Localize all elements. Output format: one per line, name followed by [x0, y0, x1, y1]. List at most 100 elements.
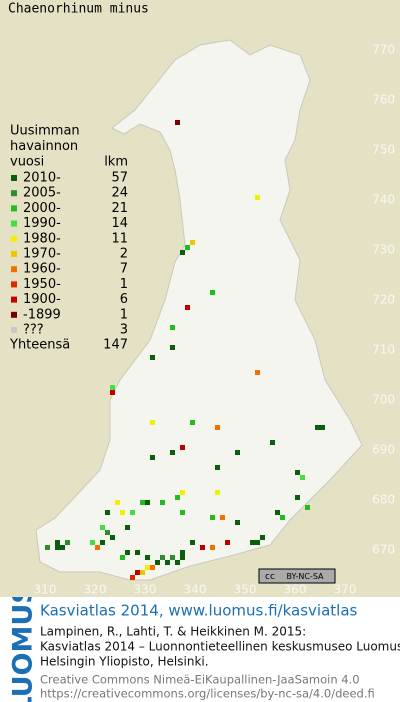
x-tick-label: 310 — [34, 583, 57, 597]
occurrence-cell — [120, 510, 125, 515]
occurrence-cell — [210, 290, 215, 295]
legend-label: 1990- — [23, 216, 61, 231]
citation-line: Lampinen, R., Lahti, T. & Heikkinen M. 2… — [40, 625, 306, 639]
occurrence-cell — [155, 560, 160, 565]
occurrence-cell — [135, 570, 140, 575]
badge-cc: cc — [265, 572, 275, 582]
license-line: Creative Commons Nimeä-EiKaupallinen-Jaa… — [40, 673, 360, 687]
legend-label: 1980- — [23, 231, 61, 246]
occurrence-cell — [300, 475, 305, 480]
occurrence-cell — [140, 570, 145, 575]
badge-terms: BY-NC-SA — [286, 572, 324, 581]
legend-label: 2010- — [23, 171, 61, 186]
occurrence-cell — [185, 245, 190, 250]
y-tick-label: 720 — [372, 293, 395, 307]
occurrence-cell — [210, 545, 215, 550]
occurrence-cell — [255, 540, 260, 545]
legend-count: 11 — [111, 231, 128, 246]
legend-label: ??? — [23, 323, 44, 338]
occurrence-cell — [180, 510, 185, 515]
occurrence-cell — [145, 555, 150, 560]
x-tick-label: 370 — [334, 583, 357, 597]
occurrence-cell — [190, 240, 195, 245]
legend-count: 21 — [111, 201, 128, 216]
occurrence-cell — [250, 540, 255, 545]
occurrence-cell — [185, 305, 190, 310]
occurrence-cell — [135, 550, 140, 555]
legend-swatch — [11, 175, 17, 181]
y-tick-label: 760 — [372, 93, 395, 107]
occurrence-cell — [95, 545, 100, 550]
occurrence-cell — [200, 545, 205, 550]
y-tick-label: 700 — [372, 393, 395, 407]
occurrence-cell — [180, 555, 185, 560]
occurrence-cell — [150, 565, 155, 570]
occurrence-cell — [100, 525, 105, 530]
y-tick-label: 750 — [372, 143, 395, 157]
occurrence-cell — [175, 120, 180, 125]
legend-count: 2 — [120, 247, 128, 262]
occurrence-cell — [255, 195, 260, 200]
x-tick-label: 340 — [184, 583, 207, 597]
occurrence-cell — [220, 515, 225, 520]
occurrence-cell — [225, 540, 230, 545]
occurrence-cell — [105, 510, 110, 515]
x-tick-label: 320 — [84, 583, 107, 597]
legend-heading: Uusimman — [10, 124, 80, 139]
occurrence-cell — [150, 455, 155, 460]
occurrence-cell — [295, 495, 300, 500]
map-title: Chaenorhinum minus — [8, 2, 149, 17]
y-tick-label: 690 — [372, 443, 395, 457]
legend-label: 2005- — [23, 186, 61, 201]
citation-line: Kasviatlas 2014 – Luonnontieteellinen ke… — [40, 640, 400, 654]
legend-label: -1899 — [23, 307, 61, 322]
x-tick-label: 360 — [284, 583, 307, 597]
y-tick-label: 770 — [372, 43, 395, 57]
map: Chaenorhinum minus Uusimmanhavainnonvuos… — [0, 0, 400, 597]
legend-label: 1970- — [23, 247, 61, 262]
legend-total: 147 — [103, 338, 128, 353]
occurrence-cell — [170, 325, 175, 330]
grid-ticks: 310 320 330 340 350 360 370 670 680 690 700 710 720 7… — [34, 43, 395, 597]
license-badge: cc BY-NC-SA — [258, 568, 336, 584]
occurrence-cell — [180, 445, 185, 450]
occurrence-cell — [150, 420, 155, 425]
occurrence-cell — [235, 450, 240, 455]
occurrence-cell — [100, 540, 105, 545]
occurrence-cell — [215, 490, 220, 495]
legend-swatch — [11, 281, 17, 288]
occurrence-cell — [55, 545, 60, 550]
legend-count: 57 — [111, 171, 128, 186]
occurrence-cell — [215, 465, 220, 470]
license-line: https://creativecommons.org/licenses/by-… — [40, 687, 375, 701]
occurrence-cell — [160, 500, 165, 505]
occurrence-cell — [180, 250, 185, 255]
footer-heading: Kasviatlas 2014, www.luomus.fi/kasviatla… — [40, 602, 358, 620]
legend-swatch — [11, 266, 17, 273]
occurrence-cell — [65, 540, 70, 545]
x-tick-label: 330 — [134, 583, 157, 597]
occurrence-cell — [190, 420, 195, 425]
legend-label: 1900- — [23, 292, 61, 307]
occurrence-cell — [170, 555, 175, 560]
occurrence-cell — [255, 370, 260, 375]
occurrence-cell — [165, 560, 170, 565]
occurrence-cell — [55, 540, 60, 545]
legend-count: 14 — [111, 216, 128, 231]
occurrence-cell — [190, 540, 195, 545]
occurrence-cell — [320, 425, 325, 430]
legend-swatch — [11, 220, 17, 227]
finland-outline — [35, 39, 363, 581]
citation-line: Helsingin Yliopisto, Helsinki. — [40, 655, 209, 669]
occurrence-cell — [145, 565, 150, 570]
occurrence-cell — [275, 510, 280, 515]
occurrence-cell — [60, 545, 65, 550]
legend-heading: vuosi — [10, 155, 44, 170]
occurrence-cell — [110, 390, 115, 395]
occurrence-cell — [270, 440, 275, 445]
occurrence-cell — [125, 525, 130, 530]
occurrence-cell — [170, 450, 175, 455]
occurrence-cell — [105, 530, 110, 535]
occurrence-cell — [215, 425, 220, 430]
